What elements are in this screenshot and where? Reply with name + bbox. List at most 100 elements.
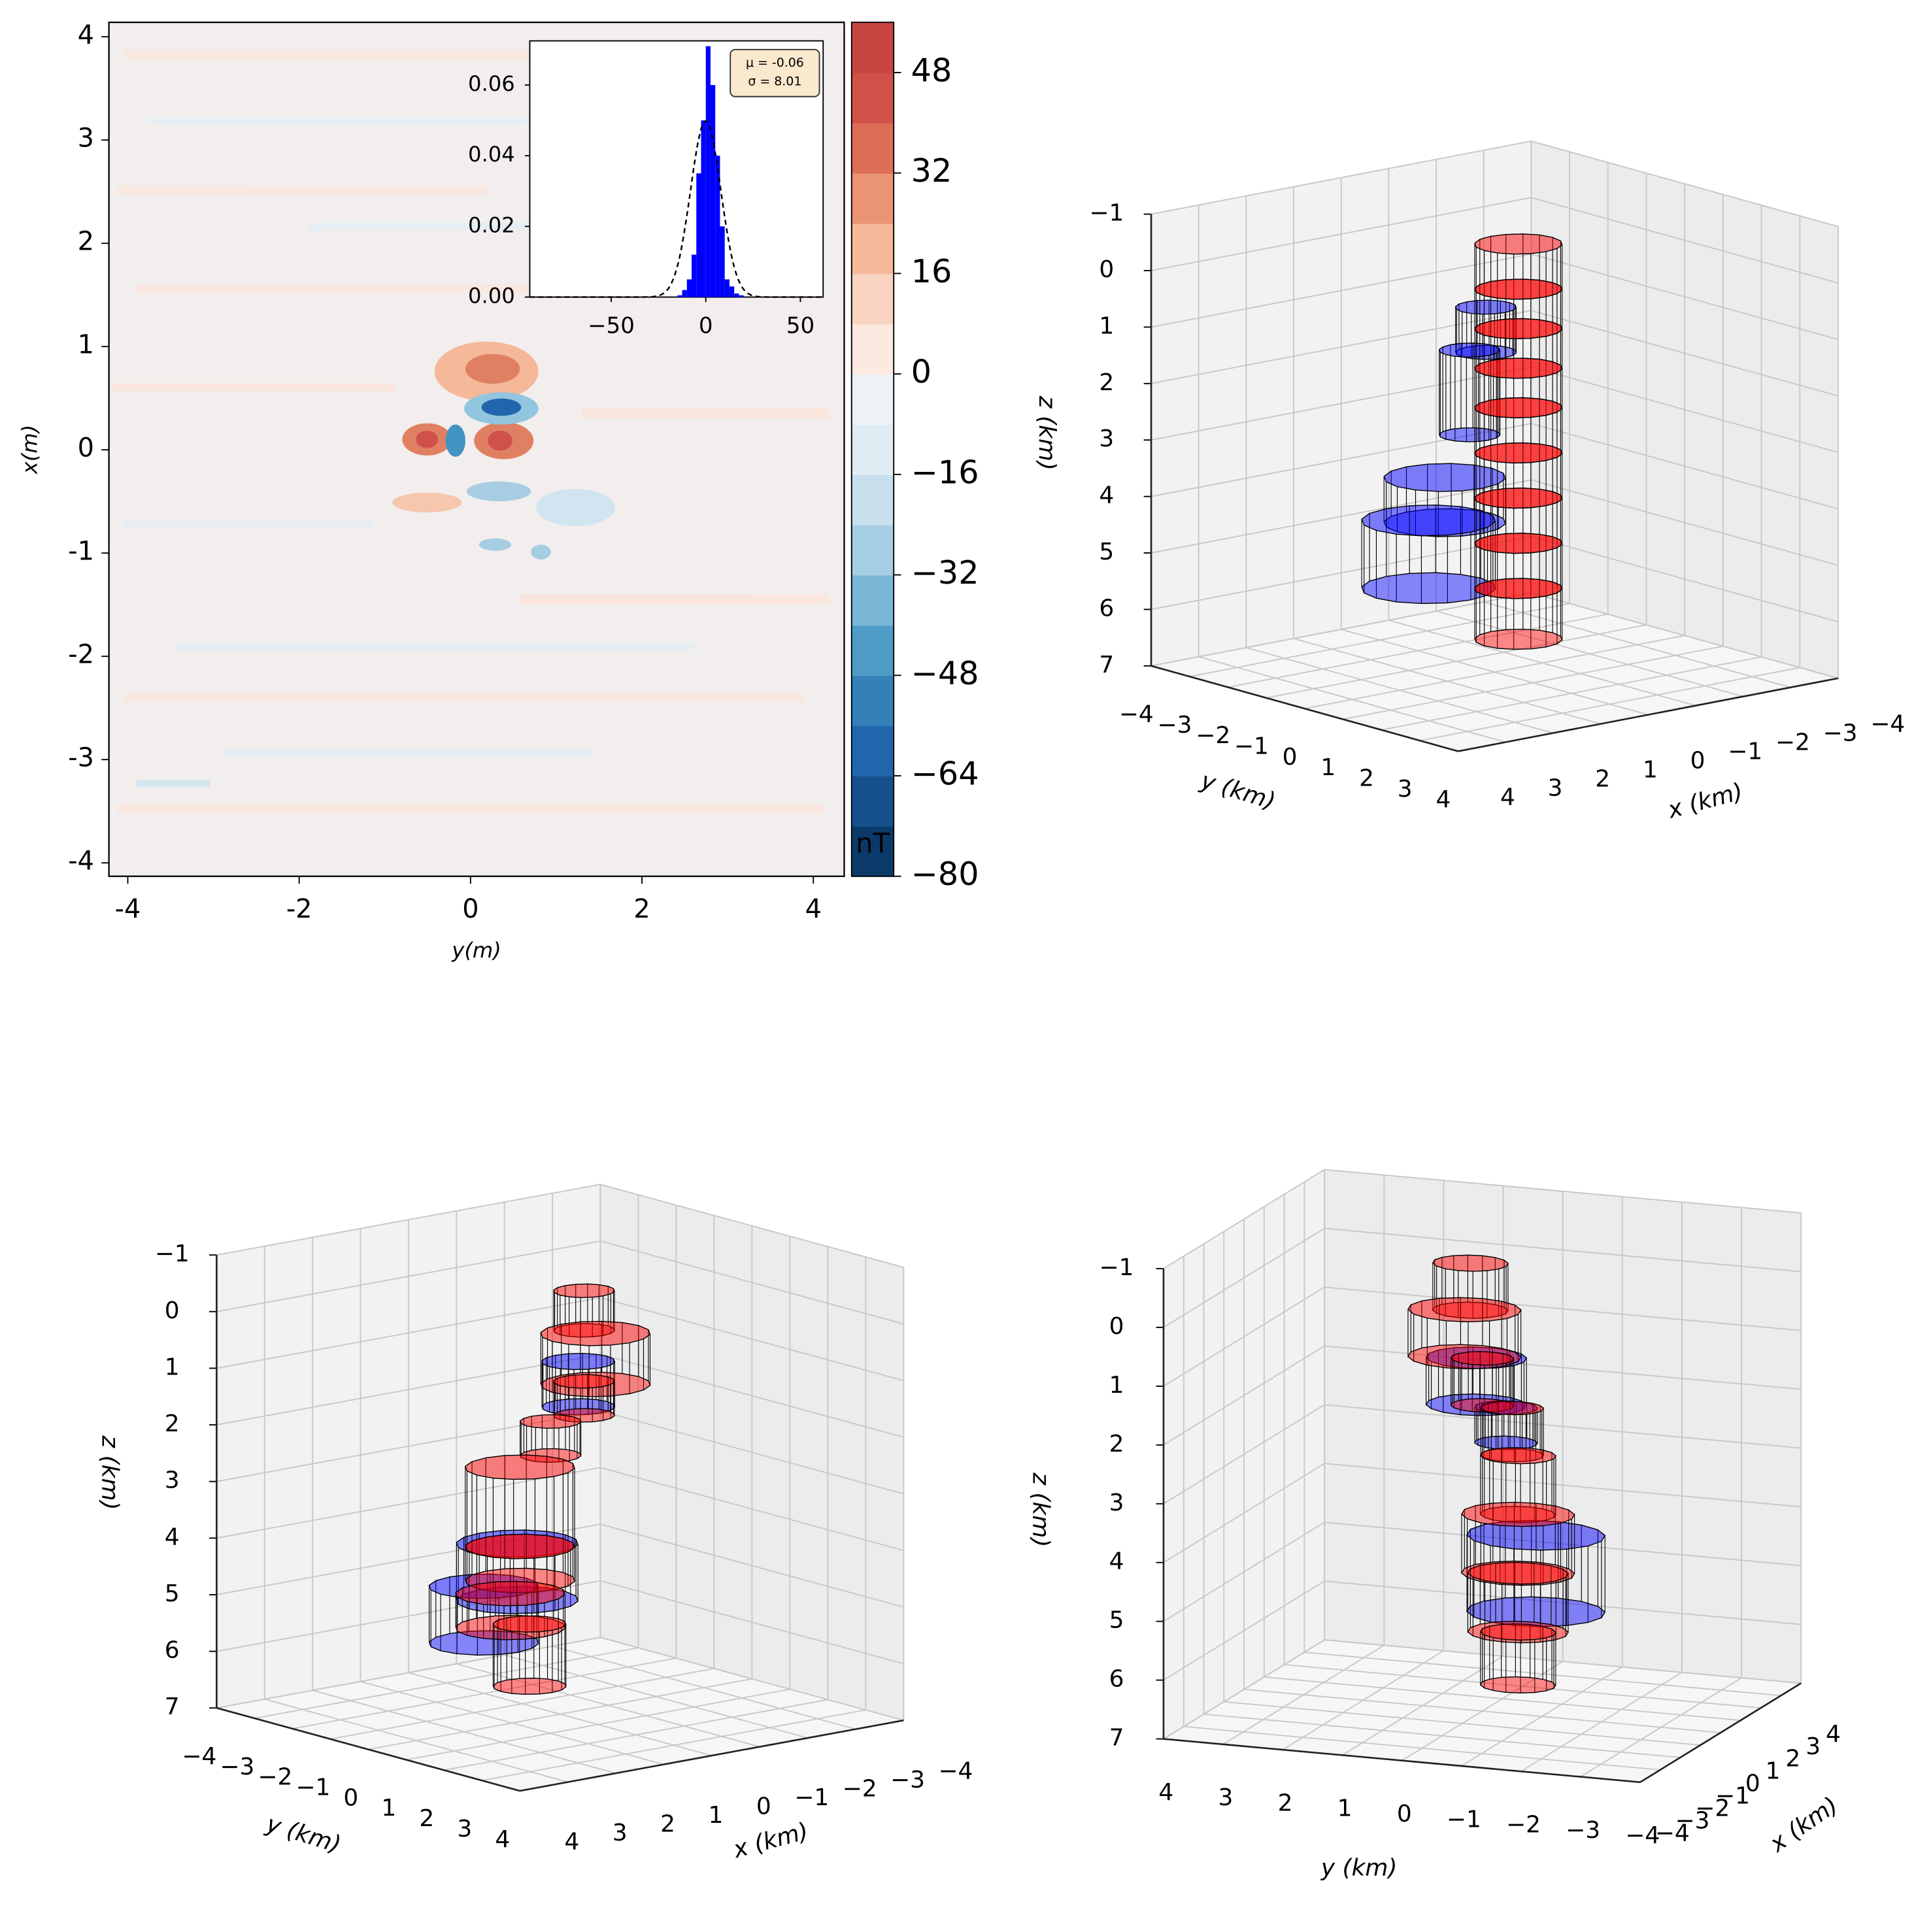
body-bottom — [519, 1448, 582, 1463]
y-axis-line — [1163, 1738, 1641, 1784]
body-top — [1383, 463, 1506, 492]
body-top — [1450, 1351, 1515, 1366]
hist-bar — [739, 295, 744, 297]
grid-line — [1163, 1639, 1325, 1740]
grid-line — [1324, 1639, 1802, 1684]
grid-line — [216, 1354, 601, 1425]
grid-line — [1324, 1463, 1802, 1508]
inset-x-tick-label: 50 — [786, 312, 814, 339]
z-tick-label: 2 — [1099, 369, 1114, 396]
z-tick-label: 0 — [165, 1297, 180, 1324]
body-top — [1467, 1561, 1569, 1585]
body-bottom — [465, 1567, 575, 1593]
y-tick-label: 1 — [78, 330, 94, 360]
grid-line — [600, 1467, 904, 1552]
body — [465, 1454, 575, 1559]
hist-bar — [705, 46, 711, 297]
y-tick-label: 2 — [419, 1805, 434, 1832]
body — [1479, 1447, 1556, 1524]
x-tick-label: 1 — [1643, 757, 1658, 784]
body-top — [541, 1353, 616, 1371]
x-tick-label: −4 — [1655, 1820, 1690, 1846]
y-tick-label: −2 — [1196, 722, 1230, 749]
anomaly — [392, 341, 616, 559]
grid-line — [1150, 140, 1532, 215]
x-tick-label: 3 — [1805, 1733, 1821, 1760]
grid-line — [1324, 1169, 1802, 1214]
z-tick-label: 5 — [1109, 1607, 1124, 1634]
y-tick-label: −1 — [1447, 1806, 1481, 1833]
z-axis-label: z (km) — [1033, 395, 1060, 471]
x-tick-label: -4 — [115, 894, 141, 924]
body — [1474, 397, 1563, 464]
z-tick-label: 0 — [1109, 1313, 1124, 1340]
inset-y-tick-label: 0.02 — [468, 212, 515, 237]
y-tick-label: −3 — [1566, 1817, 1600, 1844]
colorbar-band — [851, 625, 894, 676]
y-tick-label: 0 — [1397, 1801, 1412, 1827]
hist-bar — [677, 295, 682, 297]
y-tick-label: 3 — [1398, 776, 1413, 803]
z-tick-label: 6 — [1109, 1666, 1124, 1693]
z-tick-label: 4 — [165, 1524, 180, 1550]
stats-box — [730, 48, 820, 97]
x-tick-label: −1 — [1728, 739, 1762, 765]
x-tick-label: 2 — [1595, 765, 1610, 792]
grid-line — [1381, 656, 1762, 731]
y-tick-label: −4 — [1625, 1822, 1660, 1849]
body-bottom — [553, 1408, 615, 1423]
body-top — [1432, 1254, 1509, 1272]
grid-line — [1163, 1286, 1325, 1387]
y-tick-label: 3 — [78, 124, 94, 154]
z-tick-label: 3 — [1109, 1490, 1124, 1516]
colorbar-band — [851, 324, 894, 375]
body-bottom — [1432, 1301, 1509, 1319]
x-axis-line — [1639, 1682, 1802, 1783]
x-tick-label: 4 — [564, 1829, 579, 1856]
body-top — [1480, 1401, 1544, 1416]
body-bottom — [553, 1323, 615, 1338]
grid-line — [1266, 624, 1647, 699]
x-tick-label: −2 — [1695, 1795, 1730, 1822]
grid-line — [1282, 1650, 1444, 1750]
y-tick-label: 2 — [78, 227, 94, 257]
body-top — [553, 1283, 615, 1298]
body-top — [553, 1374, 615, 1389]
x-tick-label: 4 — [1826, 1721, 1841, 1748]
x-tick-label: −1 — [794, 1784, 829, 1811]
grid-line — [1531, 197, 1839, 284]
grid-line — [1163, 1345, 1325, 1446]
body — [1432, 1254, 1509, 1319]
y-axis-line — [216, 1707, 520, 1792]
colorbar-tick-label: −64 — [911, 754, 979, 792]
body — [519, 1414, 582, 1463]
grid-line — [1304, 635, 1685, 710]
x-axis-label: x (km) — [730, 1818, 811, 1863]
x-axis-line — [1458, 677, 1839, 752]
y-tick-label: −1 — [295, 1774, 330, 1801]
grid-line — [600, 1637, 904, 1722]
grid-line — [1531, 141, 1839, 227]
z-tick-label: 1 — [165, 1354, 180, 1380]
z-tick-label: 7 — [1109, 1725, 1124, 1752]
body-top — [455, 1580, 566, 1607]
y-tick-label: 4 — [78, 20, 94, 50]
body-top — [1474, 358, 1563, 379]
colorbar-tick-label: −16 — [911, 453, 979, 491]
colorbar-tick-label: 16 — [911, 252, 952, 290]
body-top — [1474, 233, 1563, 255]
grid-line — [216, 1297, 601, 1369]
colorbar-band — [851, 273, 894, 325]
grid-line — [444, 1699, 828, 1771]
body — [465, 1533, 575, 1593]
grid-line — [1222, 1644, 1385, 1745]
z-tick-label: 5 — [165, 1580, 180, 1607]
body-top — [1407, 1297, 1522, 1323]
body-bottom — [1466, 1596, 1606, 1627]
y-tick-label: -3 — [68, 743, 94, 773]
x-tick-label: -2 — [286, 894, 312, 924]
body — [1474, 278, 1563, 339]
x-axis-label: y(m) — [451, 938, 501, 963]
x-tick-label: −3 — [1675, 1807, 1709, 1834]
